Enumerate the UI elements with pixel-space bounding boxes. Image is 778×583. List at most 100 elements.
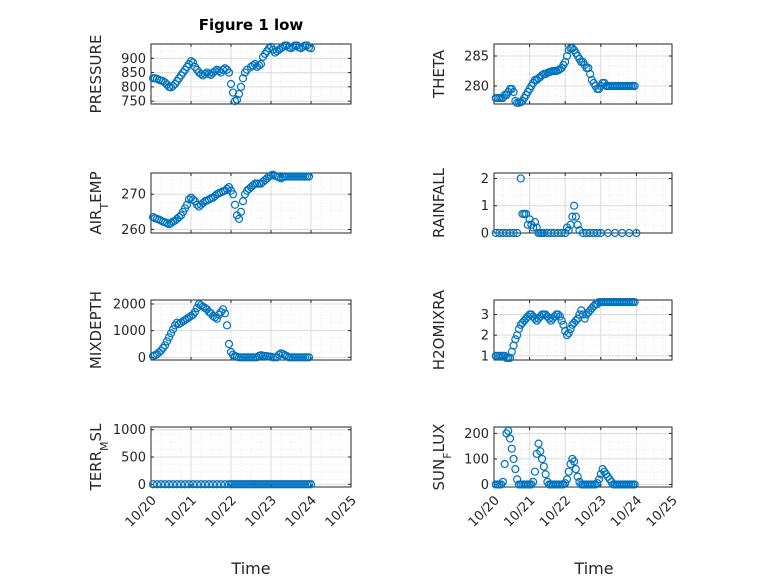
data-point: [561, 479, 570, 488]
data-point: [172, 480, 182, 489]
data-point: [152, 480, 162, 489]
data-point: [530, 314, 540, 323]
y-axis-label: THETA: [430, 49, 448, 99]
data-point: [539, 462, 548, 471]
y-tick-label: 280: [464, 80, 489, 95]
x-tick-label: 10/21: [163, 493, 200, 530]
data-point: [573, 220, 582, 229]
data-point: [569, 201, 579, 210]
data-point: [224, 68, 234, 77]
data-point: [230, 97, 240, 106]
data-point: [204, 480, 214, 489]
axes-box: [150, 172, 352, 234]
y-tick-label: 1: [481, 199, 489, 214]
y-tick-label: 800: [121, 80, 146, 95]
data-point: [208, 480, 218, 489]
data-point: [498, 477, 507, 486]
y-tick-label: 1000: [113, 324, 146, 339]
x-tick-label: 10/20: [466, 493, 503, 530]
x-tick-label: 10/23: [573, 493, 610, 530]
data-point: [230, 200, 240, 209]
data-point: [168, 81, 178, 91]
data-point: [578, 310, 588, 319]
data-point: [226, 79, 236, 89]
data-point: [564, 329, 573, 338]
data-point: [505, 434, 515, 443]
data-point: [557, 316, 566, 325]
data-point: [511, 465, 520, 474]
data-point: [529, 223, 538, 232]
x-tick-label: 10/21: [501, 493, 538, 530]
data-point: [200, 480, 210, 489]
data-point: [304, 172, 314, 181]
data-point: [162, 337, 172, 346]
data-point: [248, 61, 258, 70]
y-tick-label: 0: [481, 478, 489, 493]
data-point: [509, 454, 518, 464]
data-point: [184, 480, 194, 489]
x-tick-label: 10/25: [644, 493, 681, 530]
x-axis-label-right: Time: [573, 559, 613, 578]
data-point: [513, 228, 522, 238]
data-point: [186, 57, 196, 66]
y-tick-label: 260: [121, 223, 146, 238]
data-point: [188, 58, 198, 67]
y-tick-label: 500: [121, 451, 146, 466]
data-point: [537, 454, 547, 464]
data-point: [545, 314, 554, 323]
data-point: [166, 329, 176, 338]
subplot-theta: 280 285 THETA: [430, 43, 673, 107]
y-tick-label: 2000: [113, 298, 146, 313]
data-point: [593, 228, 602, 238]
data-point: [236, 207, 246, 216]
data-point: [200, 69, 210, 79]
y-tick-label: 200: [464, 427, 489, 442]
y-axis-label: H2OMIXRA: [430, 289, 448, 370]
y-axis-label: MIXDEPTH: [87, 291, 105, 369]
data-point: [632, 228, 641, 238]
data-point: [156, 480, 166, 489]
data-point: [164, 480, 174, 489]
data-point: [180, 480, 190, 489]
y-tick-label: 750: [121, 95, 146, 110]
data-point: [212, 314, 222, 323]
y-tick-label: 2: [481, 172, 489, 187]
y-tick-label: 850: [121, 66, 146, 81]
y-tick-label: 1000: [113, 423, 146, 438]
data-point: [509, 228, 518, 238]
data-point: [238, 197, 248, 206]
x-axis-label-left: Time: [230, 559, 270, 578]
figure-title: Figure 1 low: [199, 16, 304, 34]
subplot-h2omixra: 1 2 3 H2OMIXRA: [430, 289, 673, 370]
y-tick-label: 0: [481, 227, 489, 242]
data-point: [511, 335, 520, 344]
data-point: [188, 480, 198, 489]
data-point: [210, 67, 220, 76]
x-tick-label: 10/22: [537, 493, 574, 530]
data-point: [182, 200, 192, 209]
data-point: [500, 459, 509, 469]
y-tick-label: 0: [138, 478, 146, 493]
data-point: [234, 89, 244, 99]
x-tick-label: 10/25: [323, 493, 360, 530]
y-tick-label: 270: [121, 188, 146, 203]
data-point: [580, 314, 589, 323]
data-point: [568, 212, 577, 221]
y-axis-label: AIRTEMP: [87, 171, 111, 234]
data-point: [571, 316, 580, 325]
data-point: [530, 217, 540, 227]
axes-box: [150, 43, 352, 105]
data-point: [569, 457, 579, 466]
axes-box: [493, 43, 673, 105]
data-point: [288, 42, 298, 51]
y-tick-label: 2: [481, 329, 489, 344]
data-point: [564, 226, 573, 235]
data-point: [202, 68, 212, 77]
y-tick-label: 1: [481, 349, 489, 364]
data-point: [577, 306, 586, 315]
data-point: [238, 74, 248, 83]
data-point: [148, 480, 158, 489]
data-point: [529, 477, 538, 486]
data-point: [264, 44, 274, 53]
data-point: [218, 305, 228, 314]
